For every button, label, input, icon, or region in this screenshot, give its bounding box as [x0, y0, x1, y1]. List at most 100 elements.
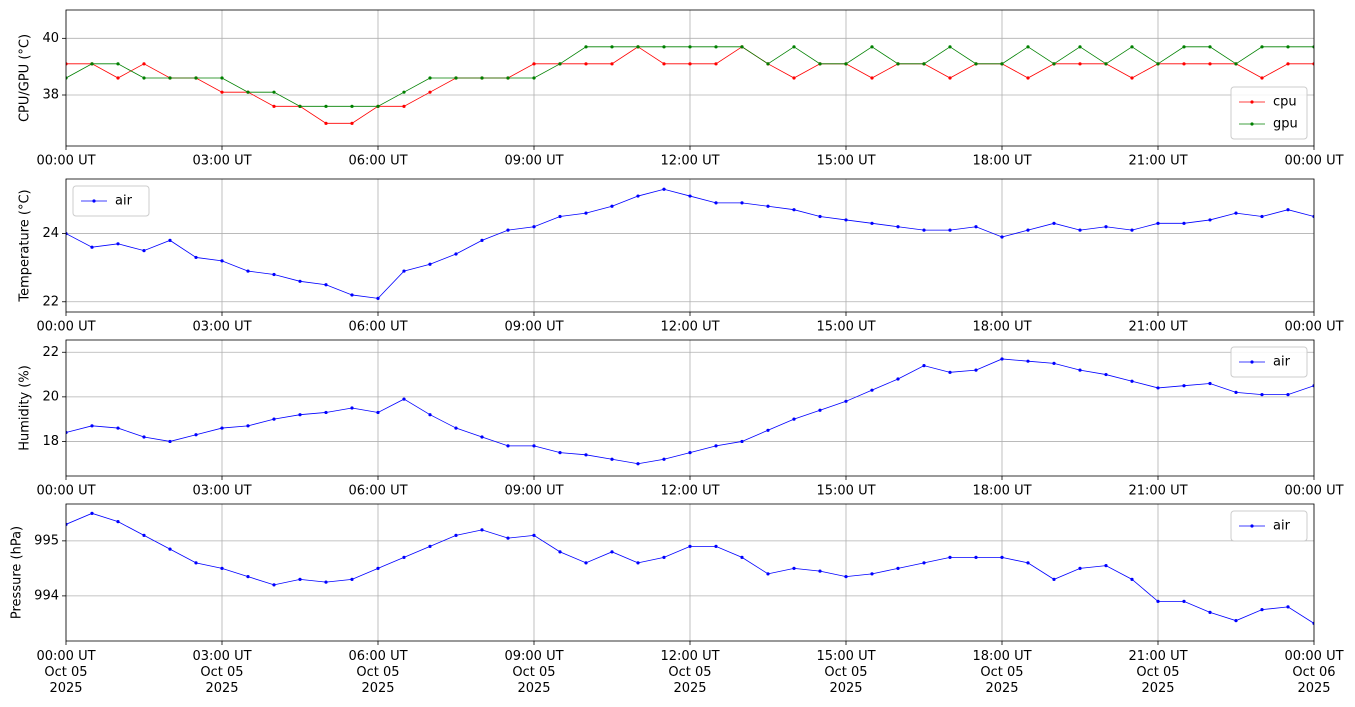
- data-point: [142, 435, 146, 439]
- x-tick-label: 21:00 UT: [1128, 484, 1187, 499]
- data-point: [376, 566, 380, 570]
- x-tick-label: 09:00 UT Oct 05 2025: [504, 649, 563, 696]
- data-point: [272, 272, 276, 277]
- data-point: [1234, 62, 1238, 66]
- plot-area: [66, 187, 1314, 300]
- data-point: [792, 208, 796, 212]
- data-point: [1182, 599, 1186, 603]
- y-tick-label: 20: [42, 389, 59, 404]
- y-tick-label: 22: [42, 294, 59, 309]
- data-point: [896, 566, 900, 570]
- data-point: [428, 544, 432, 548]
- data-point: [1208, 45, 1212, 49]
- data-point: [324, 283, 328, 287]
- data-point: [896, 377, 900, 381]
- x-tick-label: 06:00 UT: [348, 154, 407, 169]
- x-tick-label: 09:00 UT: [504, 484, 563, 499]
- data-point: [324, 580, 328, 584]
- x-tick-label: 00:00 UT: [36, 320, 95, 335]
- data-point: [272, 417, 276, 421]
- data-point: [558, 550, 562, 554]
- y-tick-label: 18: [42, 434, 59, 449]
- data-point: [844, 575, 848, 579]
- legend-label: air: [115, 194, 133, 209]
- data-point: [1234, 390, 1238, 394]
- data-point: [1286, 208, 1290, 212]
- data-point: [1000, 235, 1004, 239]
- x-tick-label: 09:00 UT: [504, 154, 563, 169]
- data-point: [1104, 225, 1108, 229]
- data-point: [246, 575, 250, 579]
- data-point: [90, 511, 94, 515]
- data-point: [584, 561, 588, 565]
- data-point: [246, 90, 250, 94]
- data-point: [792, 76, 796, 80]
- legend: air: [1230, 346, 1308, 378]
- data-point: [1208, 610, 1212, 614]
- legend-marker: [1250, 360, 1254, 364]
- data-point: [324, 104, 328, 108]
- data-point: [90, 62, 94, 66]
- data-point: [1104, 62, 1108, 66]
- data-point: [610, 457, 614, 461]
- legend-box: [1230, 510, 1308, 542]
- data-point: [740, 201, 744, 205]
- x-tick-label: 03:00 UT: [192, 484, 251, 499]
- data-point: [1026, 359, 1030, 363]
- data-point: [506, 76, 510, 80]
- data-point: [1052, 221, 1056, 225]
- x-tick-label: 12:00 UT Oct 05 2025: [660, 649, 719, 696]
- data-point: [584, 453, 588, 457]
- data-point: [454, 426, 458, 430]
- data-point: [1000, 62, 1004, 66]
- x-tick-label: 18:00 UT: [972, 484, 1031, 499]
- x-tick-label: 21:00 UT: [1128, 154, 1187, 169]
- data-point: [1130, 379, 1134, 383]
- data-point: [402, 269, 406, 273]
- data-point: [714, 544, 718, 548]
- data-point: [454, 252, 458, 256]
- data-point: [402, 104, 406, 108]
- plot-frame: [65, 339, 1315, 477]
- data-point: [1078, 566, 1082, 570]
- x-tick-label: 12:00 UT: [660, 320, 719, 335]
- data-point: [220, 566, 224, 570]
- data-point: [532, 225, 536, 229]
- data-point: [402, 90, 406, 94]
- data-point: [168, 439, 172, 444]
- data-point: [766, 428, 770, 432]
- data-point: [350, 293, 354, 297]
- legend-box: [72, 185, 150, 217]
- data-point: [740, 45, 744, 49]
- data-point: [688, 62, 692, 66]
- data-point: [454, 76, 458, 80]
- data-point: [610, 45, 614, 49]
- data-point: [142, 76, 146, 80]
- data-point: [272, 583, 276, 587]
- data-point: [1260, 608, 1264, 612]
- data-point: [688, 544, 692, 548]
- data-point: [610, 204, 614, 208]
- data-point: [1286, 45, 1290, 49]
- data-point: [636, 45, 640, 49]
- data-point: [428, 413, 432, 417]
- data-point: [974, 555, 978, 559]
- data-point: [194, 433, 198, 437]
- x-tick-label: 00:00 UT: [1284, 320, 1343, 335]
- x-tick-label: 06:00 UT: [348, 484, 407, 499]
- data-point: [350, 121, 354, 125]
- x-tick-label: 21:00 UT: [1128, 320, 1187, 335]
- legend: cpu gpu: [1230, 86, 1308, 140]
- data-point: [532, 76, 536, 80]
- data-point: [922, 364, 926, 368]
- x-tick-label: 00:00 UT: [36, 154, 95, 169]
- data-point: [194, 255, 198, 260]
- data-point: [844, 399, 848, 403]
- data-point: [688, 45, 692, 49]
- data-point: [1026, 76, 1030, 80]
- data-point: [506, 444, 510, 448]
- data-point: [1156, 599, 1160, 603]
- data-point: [116, 76, 120, 80]
- data-point: [792, 566, 796, 570]
- data-point: [1208, 62, 1212, 66]
